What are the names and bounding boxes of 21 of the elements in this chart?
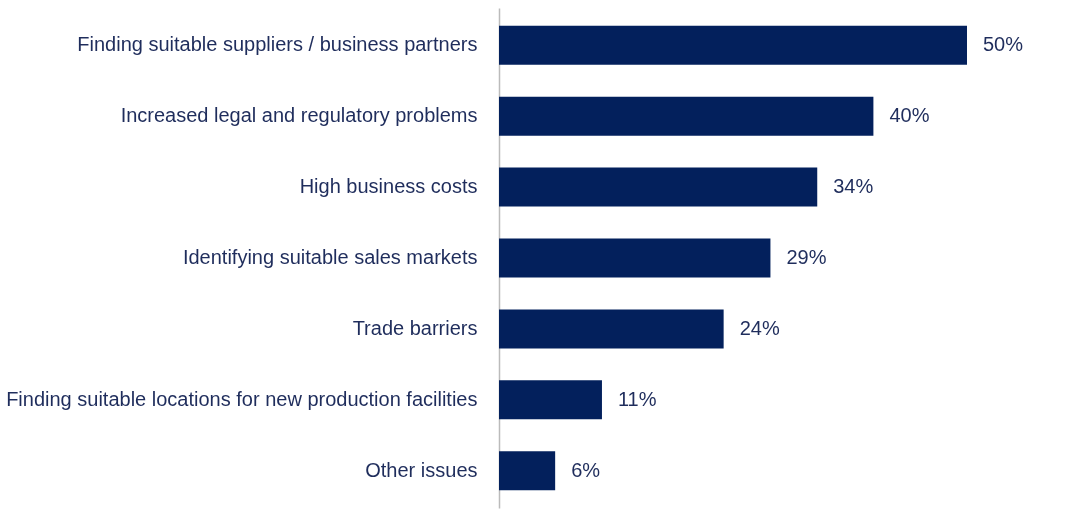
y-tick-label: Increased legal and regulatory problems: [120, 104, 478, 127]
data-label: 24%: [739, 316, 780, 339]
bar: [499, 167, 818, 207]
y-tick-label: Trade barriers: [352, 316, 478, 339]
y-tick-label: Finding suitable locations for new production facilities: [6, 387, 478, 410]
bar: [499, 309, 724, 349]
y-tick-label: Identifying suitable sales markets: [182, 246, 478, 268]
bar: [499, 380, 602, 420]
data-label: 34%: [833, 175, 874, 198]
data-label: 40%: [889, 104, 930, 127]
y-tick-label: Other issues: [365, 458, 478, 481]
bar: [499, 451, 556, 491]
data-label: 11%: [617, 387, 657, 410]
bar: [499, 238, 771, 278]
y-tick-label: Finding suitable suppliers / business partners: [77, 33, 478, 56]
y-tick-label: High business costs: [299, 175, 478, 198]
bar: [499, 96, 874, 136]
data-label: 50%: [983, 33, 1024, 56]
bar: [499, 25, 967, 65]
data-label: 6%: [571, 458, 601, 481]
data-label: 29%: [786, 246, 827, 268]
